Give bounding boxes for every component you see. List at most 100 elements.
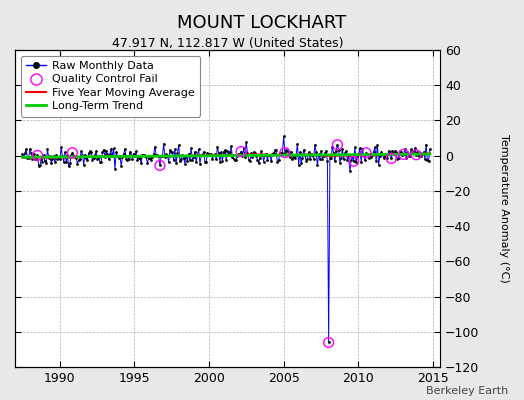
Point — [276, 150, 284, 156]
Point — [261, 152, 269, 158]
Point — [127, 151, 135, 158]
Point — [327, 155, 335, 162]
Point — [263, 157, 271, 163]
Point — [184, 150, 193, 157]
Point — [389, 150, 398, 157]
Point — [377, 149, 385, 155]
Point — [173, 150, 182, 156]
Point — [388, 147, 397, 154]
Point — [267, 158, 275, 164]
Point — [132, 148, 140, 154]
Point — [375, 162, 383, 168]
Point — [237, 148, 245, 155]
Point — [104, 156, 113, 163]
Point — [148, 154, 157, 160]
Point — [308, 152, 316, 158]
Point — [283, 148, 291, 154]
Point — [87, 148, 95, 155]
Point — [249, 149, 258, 155]
Point — [137, 160, 145, 166]
Point — [194, 146, 203, 152]
Point — [156, 162, 164, 169]
Point — [121, 146, 129, 152]
Point — [182, 152, 190, 159]
Point — [110, 145, 118, 152]
Point — [46, 153, 54, 159]
Point — [409, 148, 418, 154]
Point — [47, 160, 56, 167]
Point — [76, 156, 84, 162]
Point — [282, 147, 290, 153]
Point — [272, 147, 280, 154]
Point — [398, 152, 407, 158]
Point — [213, 143, 222, 150]
Point — [167, 149, 176, 156]
Point — [206, 151, 214, 158]
Point — [241, 154, 249, 160]
Point — [378, 150, 387, 157]
Point — [268, 150, 277, 157]
Point — [246, 158, 254, 164]
Point — [352, 159, 361, 166]
Point — [348, 153, 356, 160]
Point — [403, 149, 411, 156]
Point — [214, 150, 223, 157]
Point — [350, 158, 358, 164]
Point — [36, 162, 44, 168]
Point — [298, 154, 307, 161]
Point — [122, 156, 130, 162]
Point — [112, 149, 121, 155]
Point — [27, 150, 36, 156]
Point — [320, 153, 328, 159]
Point — [143, 160, 151, 166]
Point — [29, 151, 38, 157]
Point — [340, 156, 348, 162]
Point — [336, 160, 344, 166]
Point — [344, 152, 353, 159]
Point — [149, 151, 158, 157]
Point — [363, 151, 372, 157]
Point — [286, 154, 294, 160]
Point — [262, 150, 270, 157]
Point — [136, 155, 144, 161]
Point — [220, 149, 228, 155]
Point — [168, 149, 177, 155]
Text: MOUNT LOCKHART: MOUNT LOCKHART — [178, 14, 346, 32]
Point — [421, 156, 429, 162]
Point — [198, 151, 206, 158]
Point — [169, 157, 178, 164]
Point — [146, 154, 154, 161]
Point — [207, 151, 215, 157]
Point — [226, 148, 234, 155]
Point — [422, 141, 430, 148]
Point — [237, 148, 245, 155]
Point — [224, 150, 233, 157]
Point — [135, 154, 143, 161]
Point — [227, 143, 235, 150]
Point — [351, 144, 359, 150]
Point — [292, 152, 300, 158]
Point — [256, 154, 264, 161]
Point — [108, 153, 117, 160]
Point — [188, 156, 196, 163]
Point — [84, 150, 93, 156]
Point — [289, 153, 298, 160]
Point — [111, 166, 119, 172]
Point — [343, 156, 352, 163]
Point — [54, 155, 63, 161]
Point — [103, 151, 112, 158]
Point — [204, 151, 213, 158]
Point — [45, 154, 53, 161]
Point — [279, 133, 288, 140]
Point — [117, 163, 125, 169]
Point — [62, 159, 70, 166]
Point — [324, 339, 333, 346]
Point — [281, 150, 289, 156]
Point — [101, 153, 109, 160]
Point — [74, 157, 83, 163]
Point — [221, 147, 229, 153]
Point — [218, 157, 226, 164]
Point — [63, 152, 72, 158]
Title: 47.917 N, 112.817 W (United States): 47.917 N, 112.817 W (United States) — [112, 37, 343, 50]
Point — [191, 149, 199, 155]
